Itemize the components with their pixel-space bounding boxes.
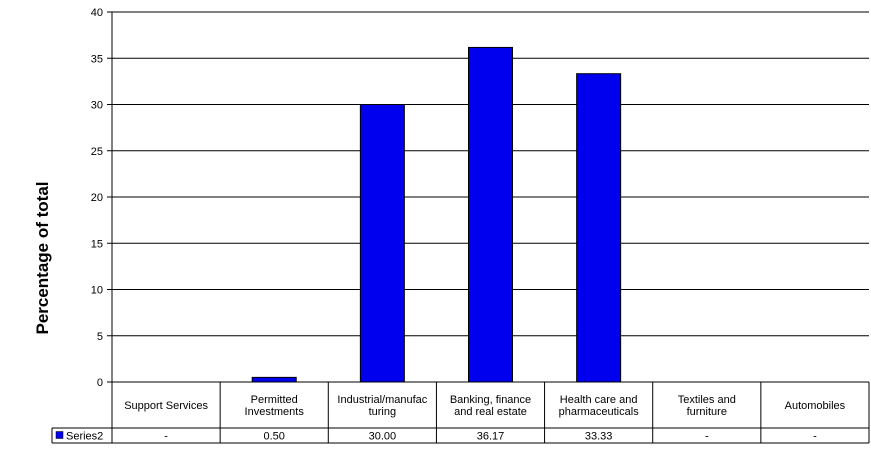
category-label: Banking, finance — [450, 394, 531, 406]
y-axis-label: Percentage of total — [33, 181, 52, 334]
category-label: furniture — [687, 406, 727, 418]
category-label: Investments — [245, 406, 305, 418]
legend-series-name: Series2 — [66, 431, 103, 443]
y-tick-label: 0 — [97, 377, 103, 389]
y-tick-label: 5 — [97, 331, 103, 343]
data-table-value: 30.00 — [369, 431, 397, 443]
y-tick-label: 40 — [91, 7, 103, 19]
data-table-value: - — [813, 431, 817, 443]
bar — [252, 377, 296, 382]
category-label: Support Services — [124, 400, 208, 412]
y-tick-label: 35 — [91, 53, 103, 65]
axes — [107, 12, 112, 382]
bar — [469, 47, 513, 382]
bars — [252, 47, 620, 382]
data-table-value: 36.17 — [477, 431, 505, 443]
y-tick-label: 10 — [91, 285, 103, 297]
bar — [360, 105, 404, 383]
y-tick-labels: 0 5 10 15 20 25 30 35 40 — [91, 7, 103, 389]
y-tick-label: 15 — [91, 238, 103, 250]
category-label: pharmaceuticals — [559, 406, 640, 418]
category-label: turing — [369, 406, 397, 418]
bar — [577, 74, 621, 382]
data-table-value: 0.50 — [264, 431, 285, 443]
data-table-value: 33.33 — [585, 431, 613, 443]
category-label: Permitted — [251, 394, 298, 406]
data-table-value: - — [164, 431, 168, 443]
category-label: Automobiles — [785, 400, 846, 412]
category-label: Textiles and — [678, 394, 736, 406]
y-tick-label: 25 — [91, 146, 103, 158]
y-tick-label: 20 — [91, 192, 103, 204]
data-table-value: - — [705, 431, 709, 443]
category-label: Health care and — [560, 394, 638, 406]
y-tick-label: 30 — [91, 100, 103, 112]
category-label: and real estate — [454, 406, 527, 418]
legend-swatch — [56, 432, 63, 439]
category-label: Industrial/manufac — [337, 394, 427, 406]
